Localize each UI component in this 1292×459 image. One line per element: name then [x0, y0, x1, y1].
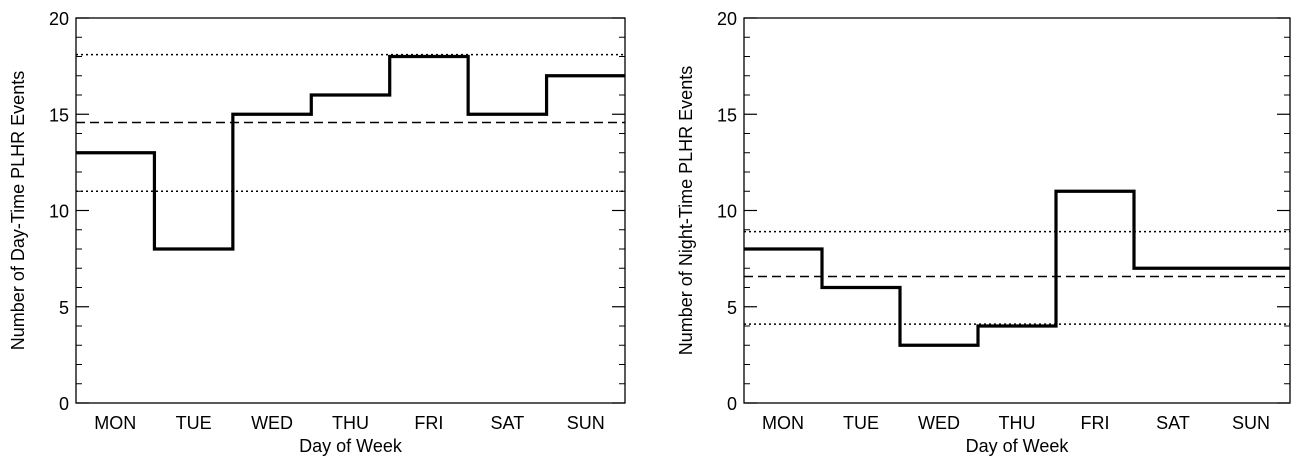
x-tick-label: TUE [843, 413, 879, 433]
y-tick-label: 5 [59, 298, 69, 318]
x-tick-label: WED [918, 413, 960, 433]
y-tick-label: 10 [717, 202, 737, 222]
night-time-chart: 0 5 10 15 20 MON TUE WED THU FRI SAT SUN Day of Week… [676, 9, 1291, 456]
x-tick-label: TUE [176, 413, 212, 433]
x-axis-title: Day of Week [966, 436, 1070, 456]
x-tick-label: SUN [567, 413, 605, 433]
x-tick-label: SUN [1232, 413, 1270, 433]
y-tick-label: 5 [727, 298, 737, 318]
x-tick-label: MON [94, 413, 136, 433]
x-tick-label: WED [251, 413, 293, 433]
plot-frame [75, 17, 626, 404]
plot-frame [743, 17, 1291, 404]
step-series-line [744, 189, 1290, 347]
y-tick-label: 20 [49, 9, 69, 29]
step-series-line [76, 54, 625, 251]
y-tick-label: 20 [717, 9, 737, 29]
day-time-chart: 0 5 10 15 20 MON TUE WED THU FRI SAT SUN Day of Week… [8, 9, 626, 456]
y-tick-label: 0 [59, 394, 69, 414]
x-tick-label: SAT [1156, 413, 1190, 433]
x-tick-label: SAT [491, 413, 525, 433]
y-tick-label: 15 [49, 105, 69, 125]
x-tick-label: MON [762, 413, 804, 433]
x-tick-label: THU [332, 413, 369, 433]
y-tick-label: 15 [717, 105, 737, 125]
x-axis-title: Day of Week [299, 436, 403, 456]
y-axis-title: Number of Day-Time PLHR Events [8, 71, 28, 350]
y-tick-label: 10 [49, 202, 69, 222]
y-axis-title: Number of Night-Time PLHR Events [676, 66, 696, 355]
x-tick-label: THU [999, 413, 1036, 433]
x-tick-label: FRI [414, 413, 443, 433]
y-tick-label: 0 [727, 394, 737, 414]
x-tick-label: FRI [1081, 413, 1110, 433]
